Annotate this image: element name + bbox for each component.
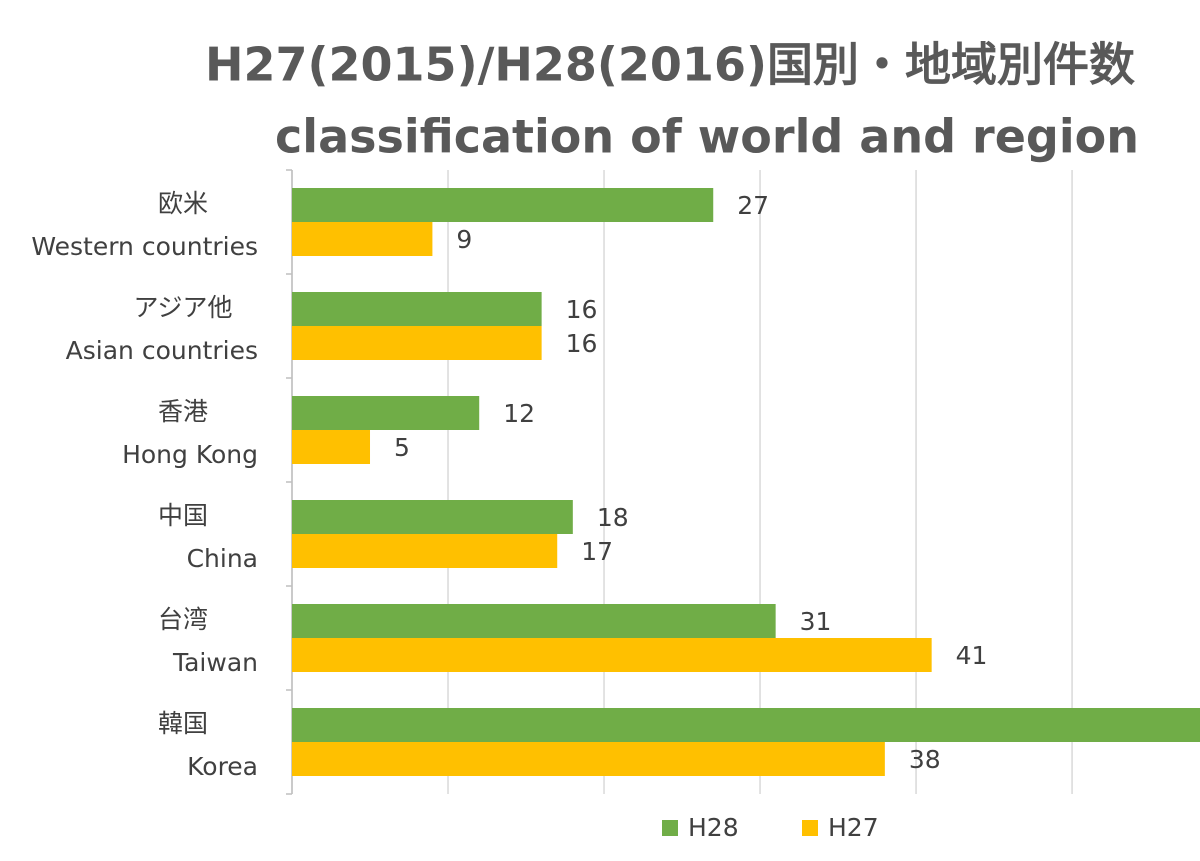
bar <box>292 708 1200 742</box>
data-label: 17 <box>581 537 613 566</box>
bar <box>292 534 558 568</box>
y-tick-label: Hong Kong <box>122 440 258 469</box>
data-label: 16 <box>566 329 598 358</box>
data-label: 41 <box>956 641 988 670</box>
bar <box>292 188 714 222</box>
bar <box>292 396 480 430</box>
data-label: 27 <box>737 191 769 220</box>
bar <box>292 638 932 672</box>
bar <box>292 292 542 326</box>
bar <box>292 326 542 360</box>
legend-label: H28 <box>688 813 739 842</box>
chart-area: H27(2015)/H28(2016)国別・地域別件数 classificati… <box>31 38 1200 842</box>
data-label: 31 <box>800 607 832 636</box>
y-tick-label: Taiwan <box>172 648 258 677</box>
y-tick-label: 中国 <box>158 501 208 530</box>
y-tick-label: Korea <box>187 752 258 781</box>
bar <box>292 222 433 256</box>
data-label: 18 <box>597 503 629 532</box>
data-label: 5 <box>394 433 410 462</box>
bar <box>292 500 573 534</box>
y-tick-label: アジア他 <box>133 293 232 322</box>
y-tick-label: Asian countries <box>66 336 258 365</box>
chart-subtitle: classification of world and region <box>275 110 1139 164</box>
chart-title: H27(2015)/H28(2016)国別・地域別件数 <box>205 38 1135 92</box>
data-label: 38 <box>909 745 941 774</box>
y-tick-label: 台湾 <box>158 605 208 634</box>
y-tick-label: 欧米 <box>158 189 208 218</box>
bar <box>292 430 371 464</box>
bar <box>292 742 885 776</box>
y-tick-label: Western countries <box>31 232 258 261</box>
data-label: 9 <box>456 225 472 254</box>
data-label: 16 <box>566 295 598 324</box>
legend-swatch <box>802 820 818 836</box>
data-label: 12 <box>503 399 535 428</box>
y-tick-label: 韓国 <box>158 709 208 738</box>
bar <box>292 604 776 638</box>
legend-label: H27 <box>828 813 879 842</box>
legend-swatch <box>662 820 678 836</box>
y-tick-label: China <box>187 544 258 573</box>
y-tick-label: 香港 <box>158 397 208 426</box>
